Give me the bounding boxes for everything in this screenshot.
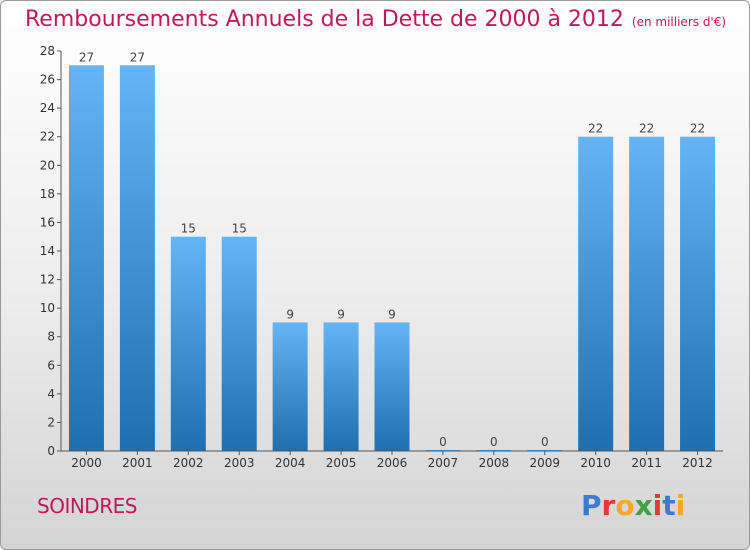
value-label-2010: 22 (588, 122, 603, 136)
value-label-2006: 9 (388, 307, 396, 321)
y-tick-label: 20 (40, 158, 55, 172)
value-label-2011: 22 (639, 122, 654, 136)
x-tick-label-2011: 2011 (631, 456, 662, 470)
chart-subtitle: (en milliers d'€) (631, 15, 727, 29)
chart-title-text: Remboursements Annuels de la Dette de 20… (25, 7, 624, 32)
bar-2000 (68, 65, 104, 452)
x-tick-label-2003: 2003 (224, 456, 255, 470)
value-label-2001: 27 (130, 50, 145, 64)
y-tick-label: 6 (47, 358, 55, 372)
bar-2006 (374, 322, 410, 451)
value-label-2005: 9 (337, 307, 345, 321)
y-tick-label: 10 (40, 301, 55, 315)
bar-2010 (578, 136, 614, 451)
logo-letter: t (662, 489, 676, 522)
x-tick-label-2002: 2002 (173, 456, 204, 470)
value-label-2008: 0 (490, 435, 498, 449)
bar-2011 (629, 136, 665, 451)
proxiti-logo: Proxiti (581, 489, 685, 522)
logo-letter: P (581, 489, 602, 522)
x-tick-label-2000: 2000 (71, 456, 102, 470)
x-tick-label-2010: 2010 (580, 456, 611, 470)
value-label-2007: 0 (439, 435, 447, 449)
logo-letter: o (615, 489, 635, 522)
y-tick-label: 22 (40, 130, 55, 144)
y-tick-label: 2 (47, 415, 55, 429)
y-tick-label: 8 (47, 330, 55, 344)
value-label-2004: 9 (286, 307, 294, 321)
x-tick-label-2005: 2005 (326, 456, 357, 470)
value-labels-group: 27 27 15 15 9 9 9 0 0 0 22 22 22 (79, 50, 705, 449)
value-label-2003: 15 (232, 222, 247, 236)
logo-letter: x (634, 489, 653, 522)
bars-group (68, 65, 716, 452)
bar-2004 (272, 322, 308, 451)
bar-2001 (119, 65, 155, 452)
x-tick-label-2007: 2007 (428, 456, 459, 470)
y-tick-label: 18 (40, 187, 55, 201)
value-label-2002: 15 (181, 222, 196, 236)
value-label-2012: 22 (690, 122, 705, 136)
logo-letter: i (675, 489, 686, 522)
commune-name: SOINDRES (37, 494, 137, 518)
y-tick-label: 12 (40, 273, 55, 287)
x-tick-label-2001: 2001 (122, 456, 153, 470)
chart-title: Remboursements Annuels de la Dette de 20… (25, 7, 726, 32)
x-tick-label-2009: 2009 (529, 456, 560, 470)
logo-letter: i (652, 489, 663, 522)
x-tick-label-2012: 2012 (682, 456, 713, 470)
x-tick-label-2006: 2006 (377, 456, 408, 470)
bar-2005 (323, 322, 359, 451)
y-tick-label: 4 (47, 387, 55, 401)
logo-letter: r (601, 489, 616, 522)
value-label-2000: 27 (79, 50, 94, 64)
bar-2002 (170, 236, 206, 451)
y-tick-label: 28 (40, 44, 55, 58)
bar-2003 (221, 236, 257, 451)
y-tick-label: 0 (47, 444, 55, 458)
value-label-2009: 0 (541, 435, 549, 449)
bar-2012 (680, 136, 716, 451)
x-tick-label-2004: 2004 (275, 456, 306, 470)
y-tick-label: 26 (40, 73, 55, 87)
y-tick-label: 16 (40, 215, 55, 229)
y-tick-label: 14 (40, 244, 55, 258)
y-tick-label: 24 (40, 101, 55, 115)
x-tick-label-2008: 2008 (479, 456, 510, 470)
